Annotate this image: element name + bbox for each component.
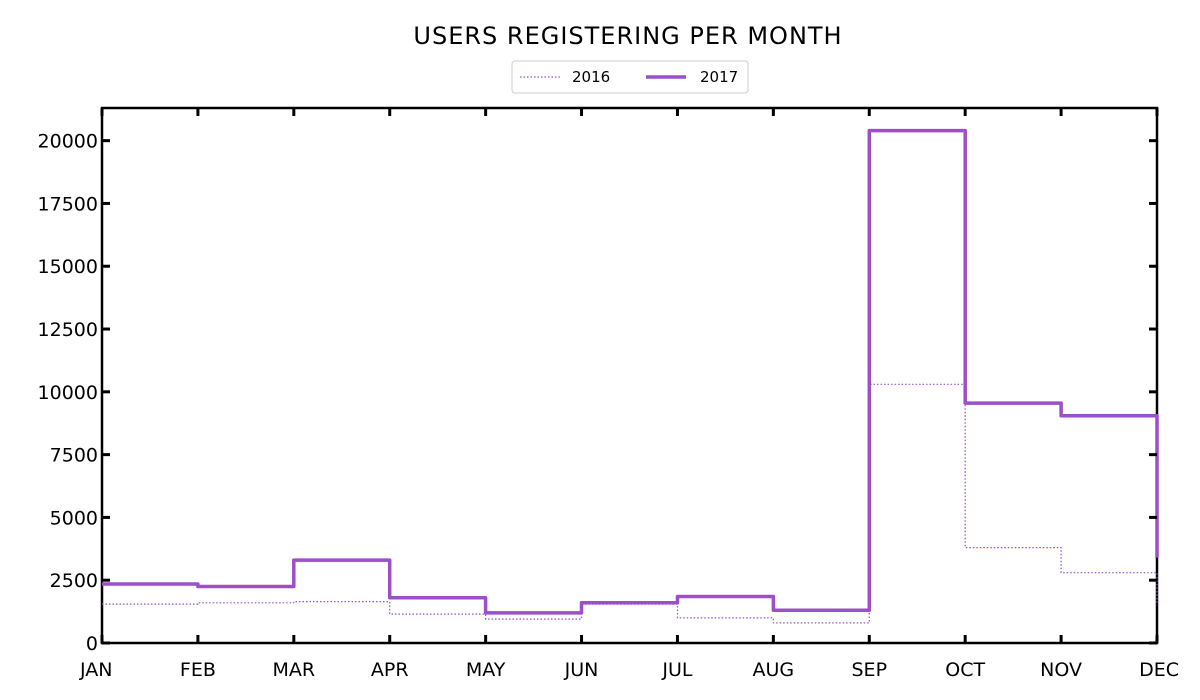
y-tick-label: 0 xyxy=(86,633,98,655)
y-axis-ticks: 0 2500 5000 7500 10000 12500 15000 17500 20000 xyxy=(38,131,1157,655)
y-tick-label: 2500 xyxy=(50,570,98,592)
x-tick-label: SEP xyxy=(852,659,888,681)
x-axis-ticks: JAN FEB MAR APR MAY JUN JUL AUG SEP OCT NOV DEC xyxy=(79,108,1179,681)
y-tick-label: 15000 xyxy=(38,256,98,278)
y-tick-label: 17500 xyxy=(38,193,98,215)
legend-box xyxy=(511,60,749,94)
series-line-2017 xyxy=(102,128,1159,615)
legend-label-2016: 2016 xyxy=(572,68,610,86)
x-tick-label: MAY xyxy=(466,659,506,681)
legend-label-2017: 2017 xyxy=(700,68,738,86)
plot-axes xyxy=(100,106,1159,645)
x-tick-label: OCT xyxy=(945,659,985,681)
y-tick-label: 7500 xyxy=(50,445,98,467)
x-tick-label: APR xyxy=(371,659,409,681)
y-tick-label: 5000 xyxy=(50,507,98,529)
x-tick-label: JUL xyxy=(661,659,693,681)
y-tick-label: 10000 xyxy=(38,382,98,404)
y-tick-label: 12500 xyxy=(38,319,98,341)
legend: 2016 2017 xyxy=(511,60,749,94)
chart-title: USERS REGISTERING PER MONTH xyxy=(413,22,842,50)
x-tick-label: JAN xyxy=(79,659,112,681)
y-tick-label: 20000 xyxy=(38,131,98,153)
x-tick-label: FEB xyxy=(180,659,216,681)
x-tick-label: NOV xyxy=(1040,659,1082,681)
x-tick-label: AUG xyxy=(753,659,795,681)
x-tick-label: MAR xyxy=(273,659,316,681)
series-layer xyxy=(102,128,1159,624)
x-tick-label: DEC xyxy=(1139,659,1179,681)
x-tick-label: JUN xyxy=(564,659,599,681)
plot-frame xyxy=(100,106,1159,645)
